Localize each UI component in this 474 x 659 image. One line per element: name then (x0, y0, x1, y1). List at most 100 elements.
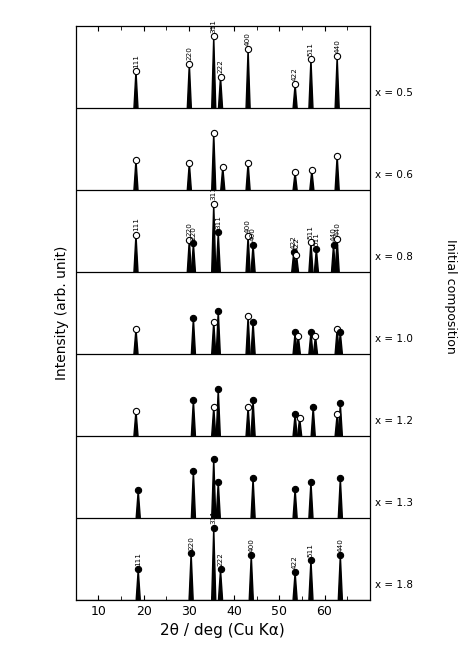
Polygon shape (191, 400, 195, 436)
X-axis label: 2θ / deg (Cu Kα): 2θ / deg (Cu Kα) (160, 623, 285, 638)
Polygon shape (338, 555, 342, 600)
Polygon shape (293, 84, 297, 108)
Polygon shape (246, 236, 250, 272)
Polygon shape (212, 322, 216, 354)
Text: 400: 400 (245, 32, 251, 46)
Polygon shape (335, 57, 339, 108)
Polygon shape (191, 471, 195, 518)
Polygon shape (294, 255, 299, 272)
Polygon shape (216, 311, 220, 354)
Polygon shape (335, 415, 339, 436)
Text: 511: 511 (308, 42, 314, 56)
Polygon shape (296, 336, 301, 354)
Polygon shape (134, 160, 138, 190)
Polygon shape (134, 411, 138, 436)
Polygon shape (293, 172, 297, 190)
Text: x = 0.5: x = 0.5 (375, 88, 413, 98)
Polygon shape (187, 63, 191, 108)
Text: 220: 220 (191, 226, 196, 240)
Text: x = 1.0: x = 1.0 (375, 334, 413, 344)
Text: 511: 511 (308, 543, 314, 557)
Text: 400: 400 (248, 538, 254, 552)
Polygon shape (212, 204, 216, 272)
Polygon shape (216, 389, 220, 436)
Text: x = 0.6: x = 0.6 (375, 170, 413, 181)
Y-axis label: Intensity (arb. unit): Intensity (arb. unit) (55, 246, 69, 380)
Polygon shape (246, 407, 250, 436)
Polygon shape (335, 156, 339, 190)
Text: Initial composition: Initial composition (444, 239, 457, 354)
Text: 511: 511 (308, 225, 314, 239)
Text: 220: 220 (186, 223, 192, 237)
Polygon shape (309, 59, 313, 108)
Polygon shape (309, 332, 313, 354)
Text: x = 1.8: x = 1.8 (375, 580, 413, 590)
Polygon shape (134, 329, 138, 354)
Polygon shape (212, 36, 216, 108)
Polygon shape (338, 478, 342, 518)
Polygon shape (212, 407, 216, 436)
Polygon shape (251, 478, 255, 518)
Text: 111: 111 (133, 53, 139, 67)
Polygon shape (293, 489, 297, 518)
Text: 400: 400 (245, 219, 251, 233)
Polygon shape (191, 318, 195, 354)
Text: 422: 422 (291, 235, 297, 248)
Polygon shape (216, 233, 220, 272)
Polygon shape (134, 235, 138, 272)
Polygon shape (216, 482, 220, 518)
Text: 440: 440 (330, 227, 337, 241)
Polygon shape (313, 336, 318, 354)
Polygon shape (136, 569, 140, 600)
Text: 440: 440 (337, 538, 343, 552)
Text: 111: 111 (133, 217, 139, 231)
Text: 222: 222 (218, 59, 224, 73)
Polygon shape (251, 322, 255, 354)
Polygon shape (293, 332, 297, 354)
Polygon shape (293, 415, 297, 436)
Polygon shape (136, 490, 140, 518)
Text: 311: 311 (211, 19, 217, 33)
Text: 311: 311 (215, 215, 221, 229)
Text: 440: 440 (334, 40, 340, 53)
Text: 220: 220 (188, 536, 194, 550)
Polygon shape (191, 243, 195, 272)
Polygon shape (246, 163, 250, 190)
Text: 422: 422 (292, 555, 298, 569)
Polygon shape (187, 240, 191, 272)
Polygon shape (292, 252, 296, 272)
Polygon shape (338, 332, 342, 354)
Polygon shape (219, 76, 223, 108)
Polygon shape (249, 555, 253, 600)
Text: x = 0.8: x = 0.8 (375, 252, 413, 262)
Polygon shape (309, 242, 313, 272)
Text: 311: 311 (211, 186, 217, 200)
Text: x = 1.2: x = 1.2 (375, 416, 413, 426)
Polygon shape (298, 418, 301, 436)
Polygon shape (134, 71, 138, 108)
Text: 222: 222 (218, 552, 224, 566)
Polygon shape (331, 244, 336, 272)
Polygon shape (246, 49, 250, 108)
Polygon shape (338, 403, 342, 436)
Polygon shape (309, 482, 313, 518)
Polygon shape (335, 239, 339, 272)
Text: 311: 311 (211, 511, 217, 525)
Polygon shape (212, 528, 216, 600)
Polygon shape (251, 400, 255, 436)
Text: 220: 220 (186, 46, 192, 61)
Text: 422: 422 (293, 238, 300, 252)
Text: 440: 440 (334, 222, 340, 236)
Polygon shape (293, 572, 297, 600)
Polygon shape (187, 163, 191, 190)
Polygon shape (246, 316, 250, 354)
Polygon shape (314, 249, 319, 272)
Polygon shape (310, 170, 314, 190)
Text: 111: 111 (135, 552, 141, 566)
Polygon shape (221, 167, 225, 190)
Polygon shape (219, 569, 223, 600)
Text: 400: 400 (250, 227, 256, 241)
Text: 511: 511 (313, 232, 319, 246)
Polygon shape (309, 560, 313, 600)
Polygon shape (189, 553, 193, 600)
